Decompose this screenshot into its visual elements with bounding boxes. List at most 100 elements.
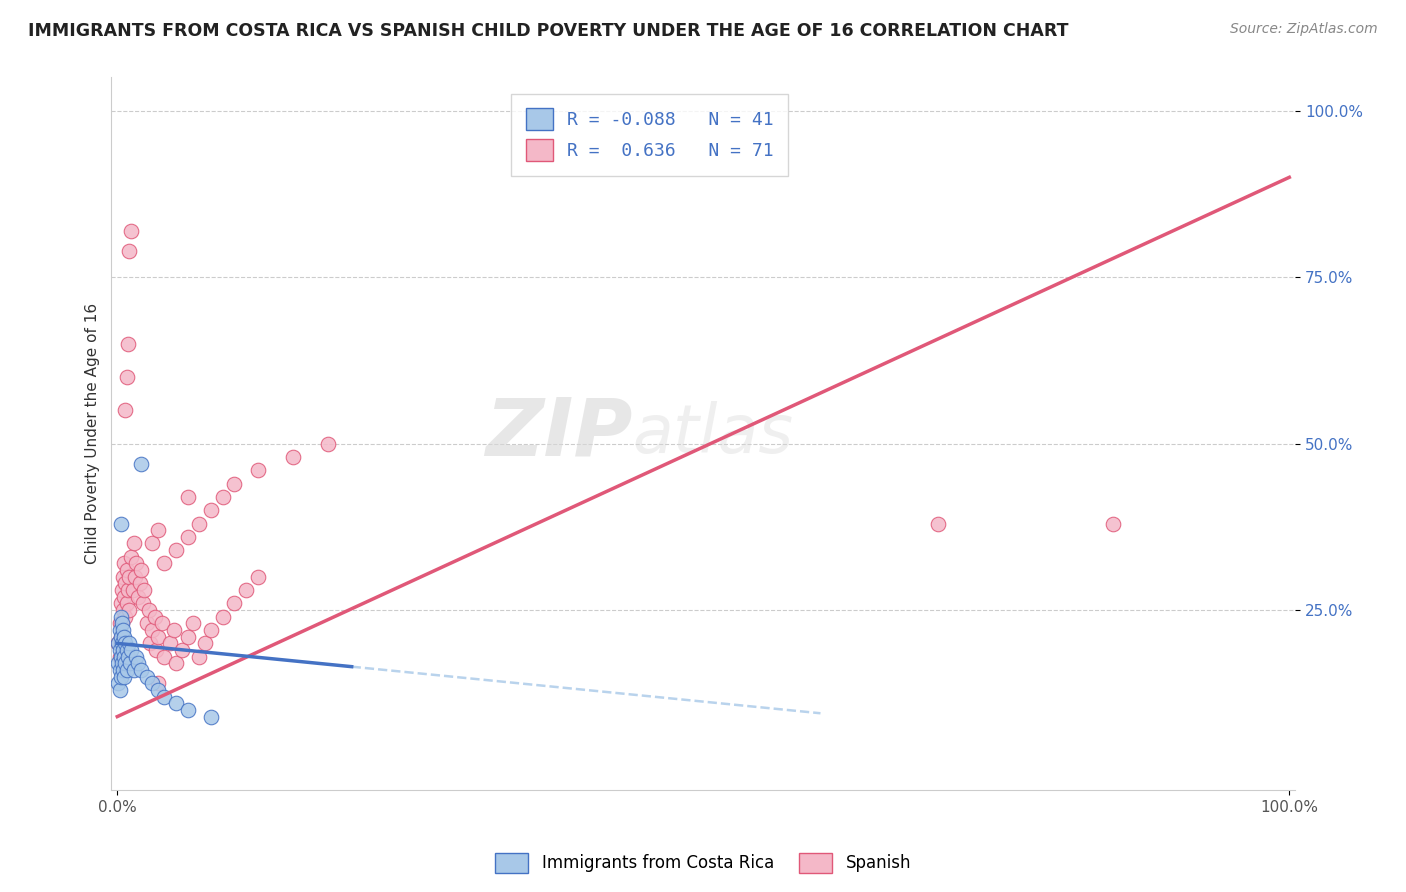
Point bbox=[176, 490, 198, 504]
Point bbox=[176, 630, 198, 644]
Point bbox=[127, 590, 149, 604]
Point bbox=[176, 530, 198, 544]
Point bbox=[211, 490, 233, 504]
Legend: R = -0.088   N = 41, R =  0.636   N = 71: R = -0.088 N = 41, R = 0.636 N = 71 bbox=[510, 94, 789, 176]
Point bbox=[115, 596, 138, 610]
Point bbox=[111, 616, 134, 631]
Point bbox=[125, 649, 148, 664]
Point bbox=[127, 657, 149, 671]
Point bbox=[125, 557, 148, 571]
Point bbox=[110, 630, 132, 644]
Point bbox=[115, 663, 138, 677]
Point bbox=[112, 590, 135, 604]
Point bbox=[120, 643, 142, 657]
Point bbox=[118, 636, 141, 650]
Point bbox=[183, 616, 205, 631]
Point bbox=[129, 663, 152, 677]
Point bbox=[141, 536, 163, 550]
Point bbox=[111, 616, 134, 631]
Point bbox=[111, 657, 134, 671]
Point bbox=[128, 576, 150, 591]
Point bbox=[200, 623, 222, 637]
Point bbox=[112, 557, 135, 571]
Point bbox=[108, 663, 131, 677]
Point bbox=[112, 670, 135, 684]
Text: IMMIGRANTS FROM COSTA RICA VS SPANISH CHILD POVERTY UNDER THE AGE OF 16 CORRELAT: IMMIGRANTS FROM COSTA RICA VS SPANISH CH… bbox=[28, 22, 1069, 40]
Y-axis label: Child Poverty Under the Age of 16: Child Poverty Under the Age of 16 bbox=[86, 303, 100, 565]
Point bbox=[117, 583, 139, 598]
Point bbox=[129, 563, 152, 577]
Point bbox=[118, 570, 141, 584]
Point bbox=[159, 636, 181, 650]
Point bbox=[120, 223, 142, 237]
Point bbox=[132, 596, 155, 610]
Point bbox=[117, 336, 139, 351]
Point bbox=[150, 616, 173, 631]
Point bbox=[108, 623, 131, 637]
Text: ZIP: ZIP bbox=[485, 394, 633, 473]
Point bbox=[110, 516, 132, 531]
Point bbox=[107, 636, 129, 650]
Point bbox=[143, 609, 166, 624]
Point bbox=[122, 536, 145, 550]
Text: Source: ZipAtlas.com: Source: ZipAtlas.com bbox=[1230, 22, 1378, 37]
Point bbox=[246, 463, 269, 477]
Point bbox=[120, 549, 142, 564]
Point bbox=[927, 516, 949, 531]
Point bbox=[170, 643, 193, 657]
Point bbox=[165, 657, 187, 671]
Point bbox=[114, 657, 136, 671]
Point bbox=[110, 609, 132, 624]
Point bbox=[148, 683, 170, 698]
Point bbox=[200, 709, 222, 723]
Point bbox=[112, 649, 135, 664]
Point bbox=[112, 663, 135, 677]
Point bbox=[110, 596, 132, 610]
Point bbox=[114, 609, 136, 624]
Point bbox=[188, 649, 211, 664]
Point bbox=[110, 670, 132, 684]
Point bbox=[111, 583, 134, 598]
Point bbox=[135, 670, 157, 684]
Point bbox=[108, 683, 131, 698]
Legend: Immigrants from Costa Rica, Spanish: Immigrants from Costa Rica, Spanish bbox=[488, 847, 918, 880]
Point bbox=[162, 623, 184, 637]
Point bbox=[107, 676, 129, 690]
Point bbox=[134, 583, 156, 598]
Point bbox=[148, 676, 170, 690]
Point bbox=[108, 616, 131, 631]
Point bbox=[120, 657, 142, 671]
Point bbox=[114, 576, 136, 591]
Point bbox=[112, 630, 135, 644]
Point bbox=[111, 636, 134, 650]
Point bbox=[1102, 516, 1125, 531]
Point bbox=[141, 623, 163, 637]
Point bbox=[118, 244, 141, 258]
Point bbox=[235, 583, 257, 598]
Point bbox=[141, 676, 163, 690]
Point bbox=[165, 543, 187, 558]
Point bbox=[224, 476, 246, 491]
Point bbox=[122, 663, 145, 677]
Point bbox=[153, 649, 176, 664]
Point bbox=[200, 503, 222, 517]
Point bbox=[114, 636, 136, 650]
Text: atlas: atlas bbox=[633, 401, 793, 467]
Point bbox=[281, 450, 304, 464]
Point bbox=[107, 636, 129, 650]
Point bbox=[153, 690, 176, 704]
Point bbox=[110, 649, 132, 664]
Point bbox=[148, 630, 170, 644]
Point bbox=[108, 649, 131, 664]
Point bbox=[115, 370, 138, 384]
Point bbox=[129, 457, 152, 471]
Point bbox=[110, 630, 132, 644]
Point bbox=[107, 657, 129, 671]
Point bbox=[117, 649, 139, 664]
Point bbox=[115, 643, 138, 657]
Point bbox=[135, 616, 157, 631]
Point bbox=[138, 603, 160, 617]
Point bbox=[114, 403, 136, 417]
Point bbox=[115, 563, 138, 577]
Point bbox=[112, 623, 135, 637]
